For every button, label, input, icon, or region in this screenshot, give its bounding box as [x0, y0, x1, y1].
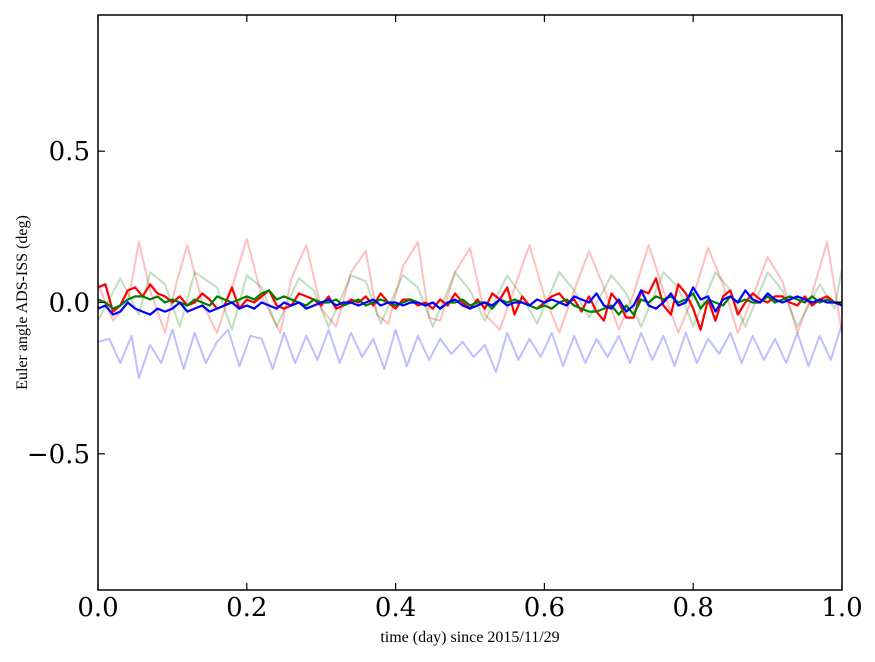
x-axis-label: time (day) since 2015/11/29 [380, 629, 559, 646]
y-axis-label: Euler angle ADS-ISS (deg) [14, 215, 31, 390]
series-line-5 [97, 286, 843, 316]
series-line-4 [97, 289, 842, 316]
series-layer [97, 237, 843, 380]
series-line-1 [97, 269, 843, 331]
tick-layer: 0.0 0.2 0.4 0.6 0.8 1.0 0.5 0.0 −0.5 [27, 15, 863, 623]
x-tick-label: 0.4 [375, 593, 416, 623]
y-tick-label: 0.0 [49, 289, 90, 319]
x-tick-label: 0.0 [77, 593, 118, 623]
series-line-0 [97, 237, 843, 334]
x-tick-label: 0.2 [226, 593, 267, 623]
y-tick-label: −0.5 [27, 440, 90, 470]
x-tick-label: 0.6 [524, 593, 565, 623]
x-tick-label: 0.8 [673, 593, 714, 623]
y-tick-label: 0.5 [49, 137, 90, 167]
x-tick-label: 1.0 [821, 593, 862, 623]
series-line-2 [97, 323, 843, 380]
plot-frame [97, 14, 843, 591]
